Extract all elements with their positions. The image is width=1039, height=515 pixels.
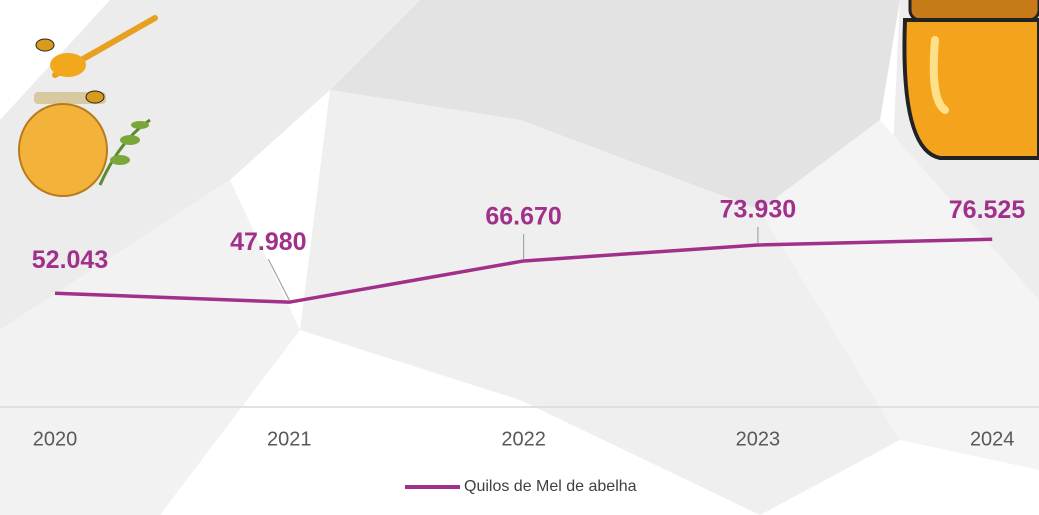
data-label: 66.670 (485, 203, 561, 231)
data-line (54, 237, 993, 304)
x-tick-label: 2024 (970, 428, 1015, 450)
honey-jar-illustration (902, 0, 1039, 160)
legend-label: Quilos de Mel de abelha (464, 478, 637, 495)
data-label: 73.930 (720, 196, 796, 224)
x-tick-label: 2022 (501, 428, 546, 450)
data-label: 52.043 (32, 246, 108, 274)
data-label: 76.525 (949, 196, 1026, 224)
honey-jar-illustration (18, 15, 158, 197)
data-label: 47.980 (230, 228, 306, 256)
x-tick-label: 2023 (736, 428, 781, 450)
x-tick-label: 2020 (33, 428, 78, 450)
x-tick-label: 2021 (267, 428, 312, 450)
leader-line (267, 258, 290, 301)
